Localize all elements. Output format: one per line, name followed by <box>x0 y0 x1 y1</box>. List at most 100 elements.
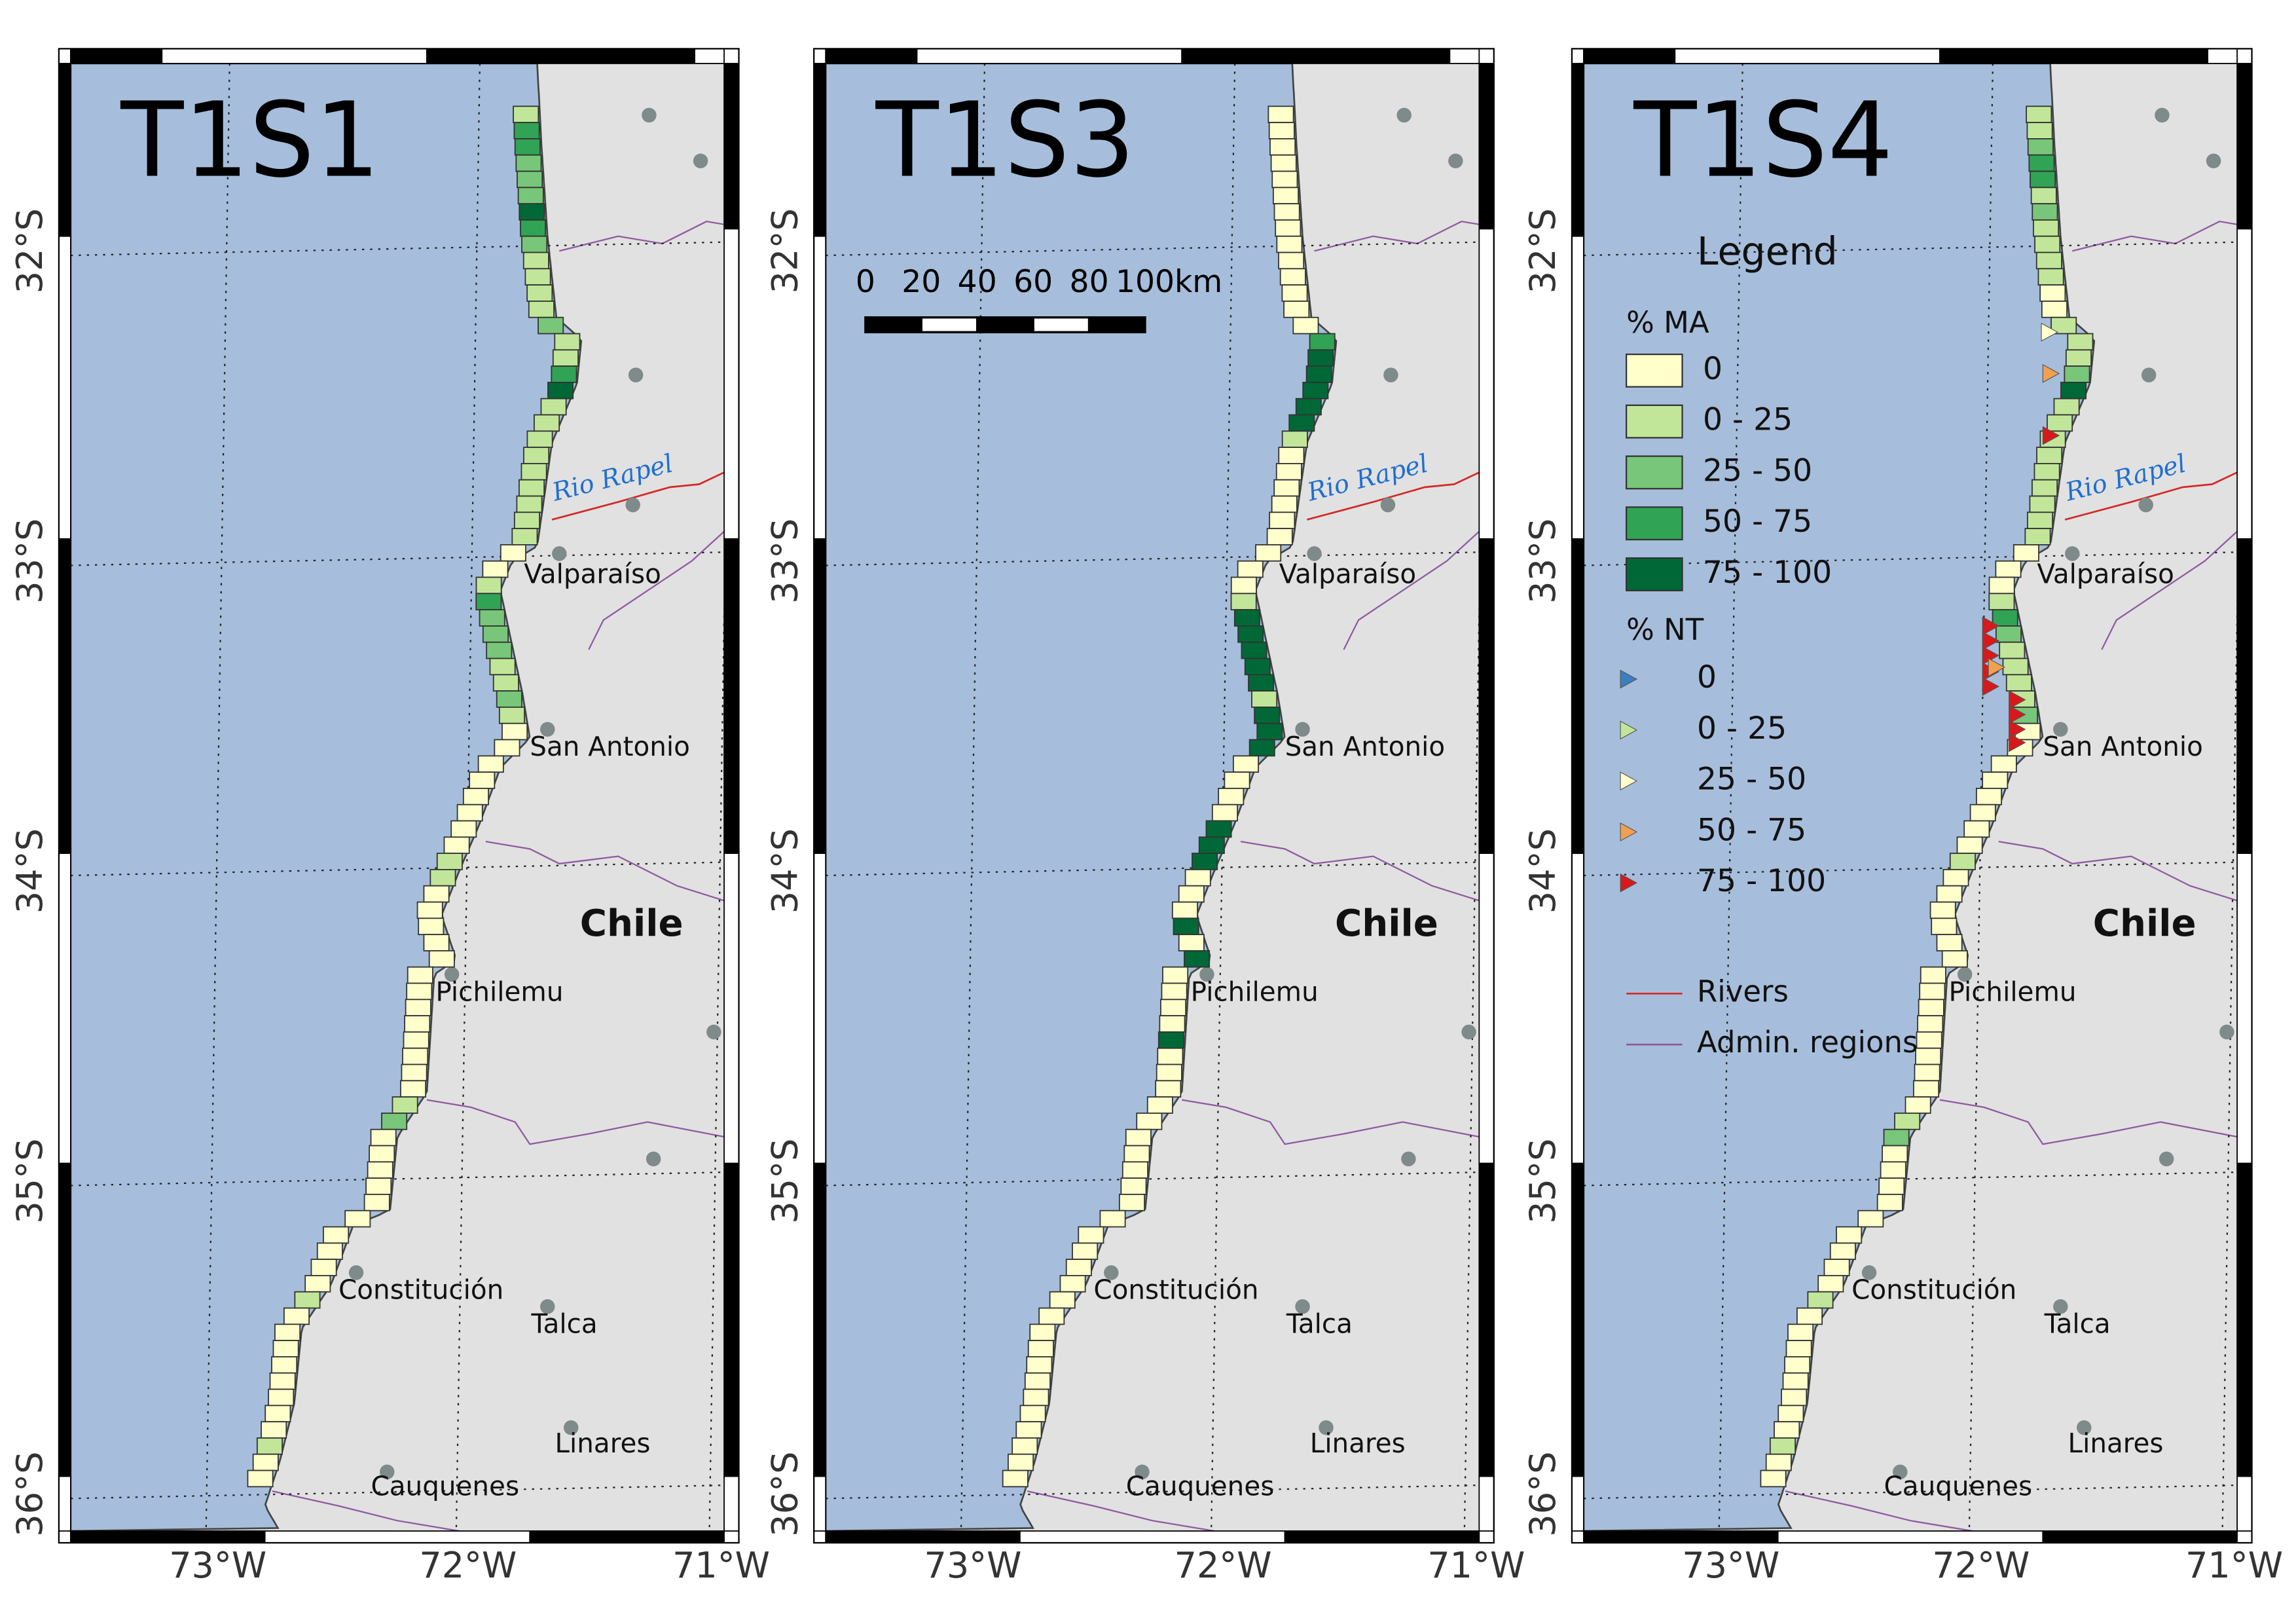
grid-cell <box>1784 1356 1811 1374</box>
grid-cell <box>1936 934 1963 951</box>
town-dot <box>2138 497 2153 513</box>
grid-cell <box>1920 966 1946 984</box>
town-dot <box>2159 1151 2174 1167</box>
city-label: Cauquenes <box>1884 1471 2033 1502</box>
lon-label: 73°W <box>924 1545 1022 1586</box>
grid-cell <box>1184 950 1211 968</box>
grid-cell <box>2037 268 2064 286</box>
city-label: Pichilemu <box>435 976 563 1007</box>
frame-band <box>529 1530 725 1543</box>
grid-cell <box>1975 788 2003 805</box>
legend-swatch <box>1626 455 1683 490</box>
lat-label: 34°S <box>1522 828 1563 913</box>
grid-cell <box>423 885 450 903</box>
admin-boundary <box>2101 530 2238 650</box>
scale-label: 20 <box>902 264 941 300</box>
grid-cell <box>1829 1242 1856 1261</box>
grid-cell <box>1817 1275 1844 1293</box>
frame-band <box>1478 63 1495 230</box>
grid-cell <box>1781 1388 1808 1407</box>
grid-cell <box>1956 836 1983 855</box>
meridian <box>960 63 986 1531</box>
meridian <box>1968 63 1994 1531</box>
river <box>2064 471 2238 521</box>
town-dot <box>646 1151 661 1167</box>
grid-cell <box>1038 1307 1065 1325</box>
legend-marker <box>1620 771 1638 791</box>
frame-band <box>1571 1475 1584 1532</box>
grid-cell <box>1273 203 1300 221</box>
city-dot <box>444 967 460 982</box>
city-dot <box>540 1299 555 1314</box>
lat-label: 36°S <box>1522 1451 1563 1536</box>
frame-band <box>723 538 740 855</box>
panel-title: T1S3 <box>875 81 1135 200</box>
frame-band <box>58 1162 71 1477</box>
legend-label: Rivers <box>1697 974 1789 1008</box>
city-label: San Antonio <box>1285 731 1446 762</box>
lon-label: 72°W <box>1932 1545 2030 1586</box>
grid-cell <box>363 1194 390 1211</box>
city-label: Cauquenes <box>371 1471 520 1502</box>
grid-cell <box>2026 511 2054 530</box>
frame-band <box>426 48 695 64</box>
legend-label: 25 - 50 <box>1697 762 1806 798</box>
grid-cell <box>1995 560 2022 578</box>
grid-cell <box>1883 1128 1910 1147</box>
lat-label: 33°S <box>1522 519 1563 604</box>
grid-cell <box>1878 1177 1905 1195</box>
grid-cell <box>511 528 538 545</box>
town-dot <box>642 107 657 123</box>
nt-marker <box>2042 363 2060 383</box>
grid-cell <box>1281 284 1308 302</box>
grid-cell <box>547 382 574 399</box>
grid-cell <box>1244 657 1271 676</box>
grid-cell <box>2067 333 2094 351</box>
grid-cell <box>1173 917 1199 936</box>
grid-cell <box>369 1145 395 1163</box>
lon-label: 71°W <box>1427 1545 1525 1586</box>
grid-cell <box>1999 641 2026 659</box>
grid-cell <box>1072 1242 1099 1261</box>
grid-cell <box>519 203 545 221</box>
scale-segment <box>864 316 922 333</box>
grid-cell <box>1099 1209 1126 1228</box>
city-dot <box>2077 1420 2092 1435</box>
grid-cell <box>517 170 543 189</box>
frame-band <box>58 538 71 855</box>
grid-cell <box>323 1226 350 1244</box>
nt-marker <box>2009 720 2026 739</box>
city-dot <box>2053 722 2068 737</box>
frame-band <box>2236 228 2253 540</box>
city-label: Constitución <box>338 1274 503 1306</box>
frame-band <box>1181 48 1451 64</box>
lat-label: 34°S <box>9 828 50 913</box>
grid-cell <box>2029 495 2056 513</box>
city-dot <box>1957 967 1973 982</box>
frame-band <box>825 48 918 64</box>
nt-marker <box>1982 631 2000 650</box>
grid-cell <box>264 1405 291 1423</box>
grid-cell <box>2030 187 2057 205</box>
grid-cell <box>1162 966 1189 984</box>
lat-label: 34°S <box>764 828 805 913</box>
country-label: Chile <box>580 902 683 945</box>
grid-cell <box>1279 268 1306 286</box>
grid-cell <box>1988 593 2015 611</box>
grid-cell <box>2013 544 2039 562</box>
city-label: San Antonio <box>530 731 690 762</box>
nt-marker <box>2042 426 2060 445</box>
river <box>551 471 725 521</box>
grid-cell <box>1218 788 1245 805</box>
grid-cell <box>1268 122 1295 139</box>
grid-cell <box>416 901 443 919</box>
grid-cell <box>2026 122 2053 139</box>
grid-cell <box>1230 576 1257 595</box>
frame-band <box>813 1475 827 1532</box>
grid-cell <box>1275 219 1302 237</box>
grid-cell <box>1992 609 2018 627</box>
frame-band <box>1674 48 1941 64</box>
frame-band <box>1019 1530 1286 1543</box>
grid-cell <box>1178 885 1205 903</box>
grid-cell <box>1915 1047 1942 1065</box>
